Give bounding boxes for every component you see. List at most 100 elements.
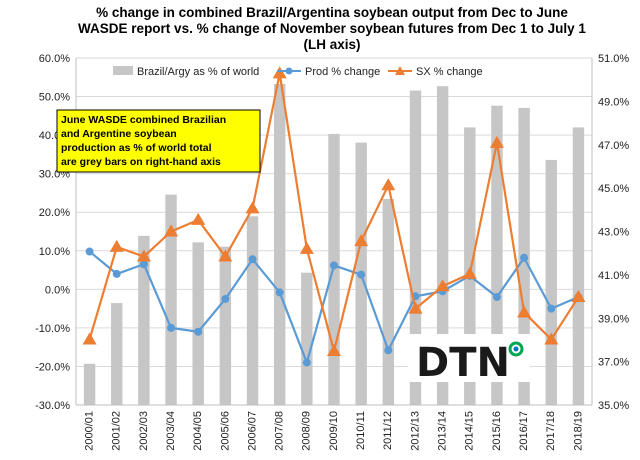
annotation-line-1: June WASDE combined Brazilian — [61, 114, 226, 126]
bar — [409, 90, 422, 405]
sx-change-point — [136, 249, 151, 262]
left-axis-tick-label: -10.0% — [35, 323, 70, 335]
dtn-logo: DTN — [408, 334, 530, 386]
x-axis-tick-label: 2012/13 — [409, 411, 421, 451]
sx-change-point — [489, 135, 504, 148]
sx-change-point — [544, 332, 559, 345]
x-axis-tick-label: 2017/18 — [545, 411, 557, 451]
legend-swatch-bars — [113, 66, 133, 75]
x-axis-tick-label: 2008/09 — [301, 411, 313, 451]
x-axis-tick-label: 2010/11 — [355, 411, 367, 450]
annotation-line-2: and Argentine soybean — [61, 128, 177, 140]
left-axis-tick-label: 20.0% — [39, 207, 70, 219]
prod-change-point — [492, 293, 501, 302]
legend: Brazil/Argy as % of world Prod % change … — [113, 66, 483, 78]
logo-dot-icon — [513, 346, 519, 352]
sx-change-point — [164, 224, 179, 237]
axes: -30.0%-20.0%-10.0%0.0%10.0%20.0%30.0%40.… — [35, 53, 629, 451]
x-axis-tick-label: 2016/17 — [518, 411, 530, 451]
bar — [464, 127, 476, 406]
x-axis-tick-label: 2003/04 — [165, 411, 177, 451]
bar — [219, 246, 232, 405]
prod-change-point — [112, 269, 121, 278]
right-axis-tick-label: 37.0% — [598, 357, 629, 369]
right-axis-tick-label: 43.0% — [598, 227, 629, 239]
sx-change-point — [245, 201, 260, 214]
logo-text: DTN — [416, 340, 510, 386]
x-axis-tick-label: 2005/06 — [219, 411, 231, 451]
prod-change-point — [167, 323, 176, 332]
prod-change-point — [357, 270, 366, 279]
sx-change-point — [435, 279, 450, 292]
x-axis-tick-label: 2014/15 — [464, 411, 476, 451]
x-axis-tick-label: 2009/10 — [328, 411, 340, 451]
sx-change-point — [327, 344, 341, 357]
bar — [111, 303, 123, 405]
legend-label-prod: Prod % change — [305, 66, 380, 78]
bar — [382, 198, 395, 405]
legend-marker-sx — [395, 66, 405, 75]
sx-change-point — [381, 178, 396, 191]
left-axis-tick-label: -20.0% — [35, 361, 70, 373]
sx-change-point — [462, 266, 477, 279]
prod-change-point — [330, 261, 338, 270]
bar — [572, 127, 585, 406]
x-axis-tick-label: 2015/16 — [491, 411, 503, 451]
sx-change-point — [218, 249, 233, 262]
bar — [436, 86, 449, 405]
prod-change-point — [139, 260, 148, 269]
annotation-box: June WASDE combined Brazilian and Argent… — [56, 109, 261, 173]
prod-change-point — [275, 288, 284, 297]
bar — [301, 272, 313, 405]
bar — [491, 105, 503, 406]
right-axis-tick-label: 45.0% — [598, 183, 629, 195]
prod-change-point — [248, 255, 257, 264]
sx-change-point — [191, 212, 206, 225]
legend-marker-prod — [285, 67, 293, 75]
x-axis-tick-label: 2011/12 — [382, 411, 394, 450]
sx-change-point — [272, 66, 287, 79]
sx-change-point — [354, 234, 369, 247]
prod-change-point — [520, 253, 529, 262]
sx-change-point — [299, 241, 314, 254]
right-axis-tick-label: 51.0% — [598, 53, 629, 65]
legend-label-sx: SX % change — [416, 66, 483, 78]
sx-change-point — [408, 301, 423, 314]
prod-change-point — [194, 327, 203, 336]
left-axis-tick-label: 60.0% — [39, 53, 70, 65]
prod-change-point — [85, 247, 94, 256]
bar — [545, 159, 557, 405]
sx-change-point — [571, 290, 586, 303]
logo-ring-icon — [508, 341, 524, 357]
annotation-background — [56, 109, 261, 173]
sx-change-point — [109, 239, 124, 252]
prod-change-point — [547, 304, 556, 313]
right-axis-tick-label: 39.0% — [598, 313, 629, 325]
sx-change-point — [517, 305, 532, 318]
x-axis-tick-label: 2004/05 — [192, 411, 204, 451]
prod-change-point — [384, 346, 393, 355]
sx-change-point — [82, 332, 97, 345]
bar — [192, 242, 204, 405]
line-series — [82, 66, 586, 367]
right-axis-tick-label: 35.0% — [598, 400, 629, 412]
x-axis-tick-label: 2018/19 — [572, 411, 584, 451]
x-axis-tick-label: 2007/08 — [274, 411, 286, 451]
annotation-line-4: are grey bars on right-hand axis — [61, 156, 221, 168]
x-axis-tick-label: 2001/02 — [111, 411, 123, 451]
logo-background — [408, 334, 530, 382]
chart-title: % change in combined Brazil/Argentina so… — [78, 5, 586, 52]
right-axis-tick-label: 47.0% — [598, 140, 629, 152]
title-line-3: (LH axis) — [303, 37, 360, 52]
right-axis-tick-label: 41.0% — [598, 270, 629, 282]
bar — [246, 216, 259, 405]
prod-change-point — [302, 358, 311, 367]
title-line-1: % change in combined Brazil/Argentina so… — [96, 5, 568, 20]
left-axis-tick-label: -30.0% — [35, 400, 70, 412]
title-line-2: WASDE report vs. % change of November so… — [78, 21, 586, 36]
legend-label-bars: Brazil/Argy as % of world — [137, 66, 259, 78]
right-axis-tick-label: 49.0% — [598, 96, 629, 108]
x-axis-tick-label: 2000/01 — [83, 411, 95, 451]
left-axis-tick-label: 50.0% — [39, 92, 70, 104]
